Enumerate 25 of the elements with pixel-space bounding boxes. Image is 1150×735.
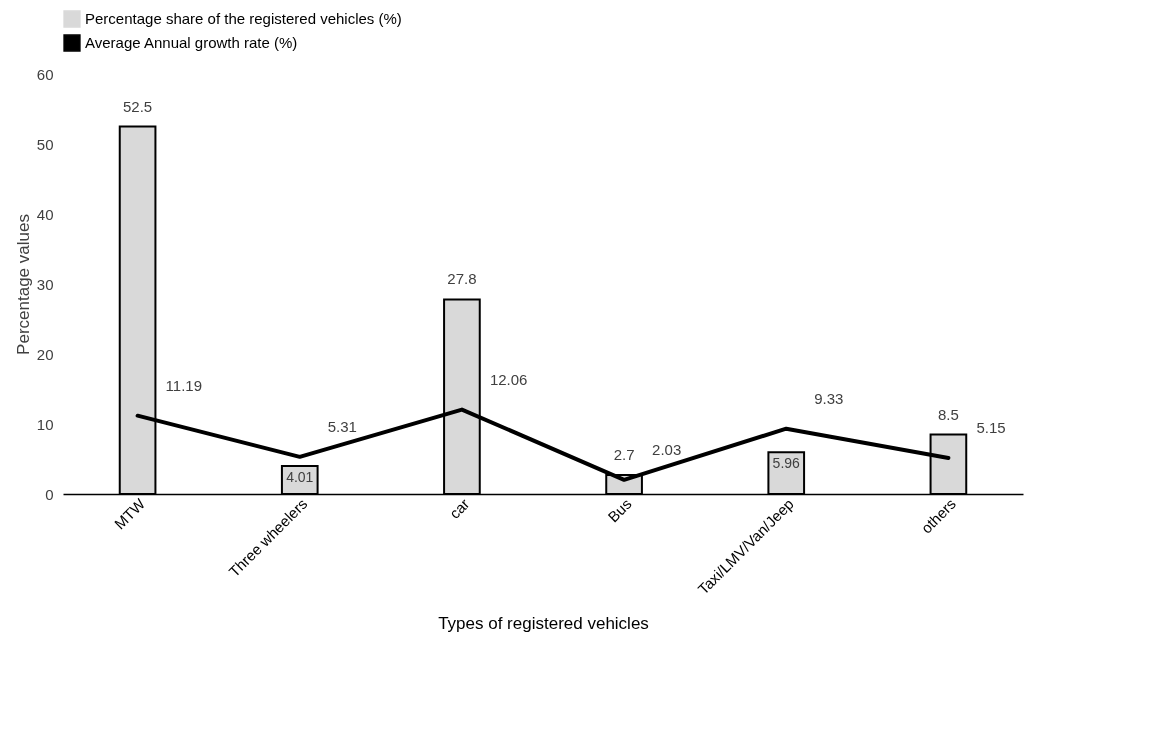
y-tick-label: 50: [36, 135, 54, 153]
data-label: 27.8: [447, 270, 477, 288]
y-axis-title: Percentage values: [13, 214, 33, 355]
y-tick-label: 30: [36, 275, 54, 293]
data-label: 12.06: [489, 370, 528, 388]
data-label: 8.5: [937, 405, 959, 423]
legend-label: Average Annual growth rate (%): [85, 34, 298, 51]
data-label: 52.5: [122, 97, 153, 115]
data-label: 11.19: [165, 376, 203, 394]
data-label: 4.01: [286, 468, 314, 485]
x-tick-label: Bus: [604, 495, 635, 526]
y-tick-label: 40: [36, 205, 54, 223]
data-label: 5.15: [976, 418, 1006, 436]
y-tick-label: 20: [36, 345, 54, 363]
data-label: 2.03: [652, 440, 682, 458]
data-label: 9.33: [814, 389, 844, 407]
x-axis-title: Types of registered vehicles: [438, 613, 649, 633]
y-tick-label: 0: [45, 485, 54, 503]
y-tick-label: 10: [36, 415, 54, 433]
y-tick-label: 60: [36, 65, 54, 83]
data-label: 2.7: [613, 446, 635, 464]
x-tick-label: car: [445, 495, 473, 522]
legend-label: Percentage share of the registered vehicles (%): [85, 10, 402, 27]
data-label: 5.96: [772, 455, 801, 472]
data-label: 5.31: [327, 417, 357, 435]
